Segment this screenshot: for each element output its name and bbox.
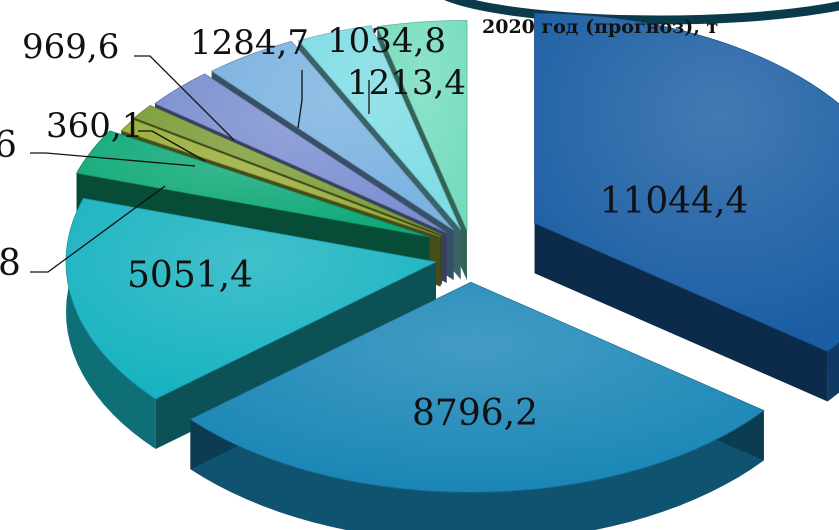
slice-highlight-9	[377, 20, 467, 231]
data-label-2: 5051,4	[127, 255, 253, 296]
chart-title: 2020 год (прогноз), т	[482, 16, 719, 38]
slice-highlight-8	[298, 25, 461, 230]
slice-highlight-0	[534, 13, 839, 352]
slice-highlight-6	[155, 73, 447, 233]
slice-highlight-7	[211, 41, 454, 231]
top-ring-decoration	[444, 0, 839, 25]
data-label-0: 11044,4	[600, 181, 749, 222]
data-label-4: 6	[0, 125, 17, 166]
leader-line-4	[30, 152, 196, 167]
data-label-8: 1034,8	[327, 21, 446, 61]
data-label-6: 969,6	[22, 27, 119, 67]
slice-highlight-3	[76, 130, 430, 237]
data-label-5: 360,1	[46, 106, 143, 146]
slice-highlight-1	[190, 282, 764, 493]
leader-line-6	[134, 55, 235, 141]
leader-line-5	[138, 130, 206, 162]
leader-line-7	[297, 70, 303, 129]
data-label-7: 1284,7	[190, 23, 309, 63]
leader-line-3	[30, 185, 166, 273]
slice-highlight-2	[65, 198, 436, 399]
data-label-1: 8796,2	[412, 393, 538, 434]
data-label-3: 8	[0, 243, 21, 284]
slice-highlight-4	[121, 119, 441, 237]
slice-side-1	[190, 410, 764, 530]
slice-highlight-5	[134, 105, 442, 235]
data-label-9: 1213,4	[347, 63, 466, 103]
slice-side-2	[66, 198, 156, 449]
slice-wall-0-1	[534, 223, 828, 402]
